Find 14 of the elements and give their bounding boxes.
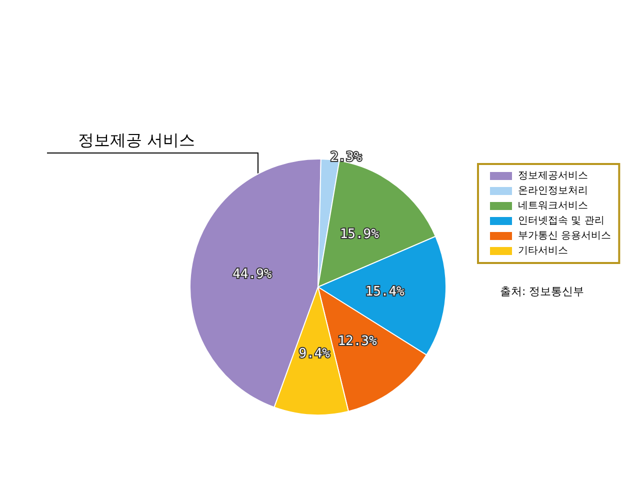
data-label: 12.3% [338, 334, 377, 349]
data-label: 2.3% [330, 150, 362, 166]
data-label: 44.9% [232, 267, 272, 282]
text: 정보제공 서비스 [78, 130, 196, 150]
legend-label: 네트워크서비스 [518, 200, 588, 212]
legend-label: 온라인정보처리 [518, 186, 588, 196]
legend-label: 기타서비스 [518, 246, 568, 256]
legend-label: 정보제공서비스 [518, 170, 588, 182]
data-label: 15.4% [365, 284, 405, 300]
legend-label: 인터넷접속 및 관리 [518, 216, 604, 226]
source-note: 출처: 정보통신부 [500, 285, 584, 298]
legend-label: 부가통신 응용서비스 [518, 230, 612, 242]
data-label: 9.4% [298, 346, 330, 362]
data-label: 15.9% [340, 226, 380, 242]
